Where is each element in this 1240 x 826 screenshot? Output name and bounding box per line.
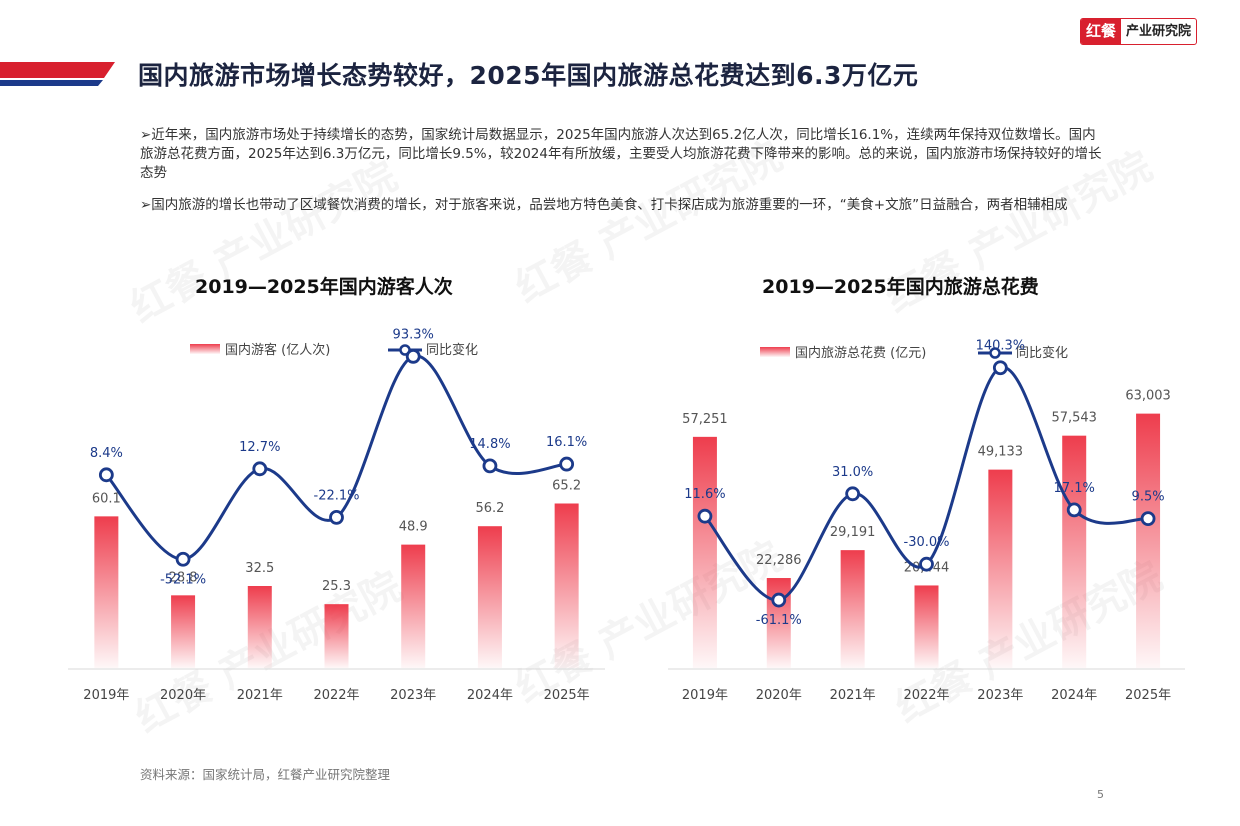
yoy-point <box>771 592 787 608</box>
x-tick-label: 2024年 <box>467 688 513 703</box>
x-tick-label: 2024年 <box>1051 688 1097 703</box>
x-tick-label: 2019年 <box>83 688 129 703</box>
x-tick-label: 2025年 <box>544 688 590 703</box>
yoy-point <box>697 508 713 524</box>
bar-value-label: 25.3 <box>322 579 351 594</box>
yoy-point <box>405 348 421 364</box>
paragraph-2: ➢国内旅游的增长也带动了区域餐饮消费的增长，对于旅客来说，品尝地方特色美食、打卡… <box>140 197 1068 213</box>
chart-spending: 国内旅游总花费 (亿元)同比变化57,25122,28629,19120,444… <box>668 339 1185 703</box>
yoy-point <box>98 467 114 483</box>
bar <box>554 503 579 668</box>
yoy-label: 8.4% <box>90 446 123 461</box>
bar-value-label: 49,133 <box>978 445 1024 460</box>
chart-title-spending: 2019—2025年国内旅游总花费 <box>762 276 1039 298</box>
x-tick-label: 2020年 <box>160 688 206 703</box>
yoy-label: 11.6% <box>684 487 725 502</box>
x-tick-label: 2020年 <box>756 688 802 703</box>
x-tick-label: 2023年 <box>390 688 436 703</box>
bar-value-label: 48.9 <box>399 520 428 535</box>
legend-line-marker <box>989 347 1001 359</box>
yoy-label: 9.5% <box>1132 490 1165 505</box>
title-ribbon <box>0 62 115 86</box>
x-tick-label: 2025年 <box>1125 688 1171 703</box>
bar <box>1136 413 1161 668</box>
bar-value-label: 57,251 <box>682 412 728 427</box>
x-tick-label: 2021年 <box>237 688 283 703</box>
yoy-point <box>329 509 344 525</box>
yoy-point <box>175 551 191 567</box>
chart-tourists: 国内游客 (亿人次) 同比变化 60.1 28.8 32.5 25.3 48.9 56.2 65… <box>68 327 605 703</box>
bar-value-label: 60.1 <box>92 491 121 506</box>
bar <box>1062 435 1087 668</box>
bar <box>692 436 717 668</box>
paragraph-1: ➢近年来，国内旅游市场处于持续增长的态势，国家统计局数据显示，2025年国内旅游… <box>140 127 1102 181</box>
yoy-label: -22.1% <box>314 488 360 503</box>
legend-line-label: 同比变化 <box>426 342 478 358</box>
yoy-label: 31.0% <box>832 465 873 480</box>
bar <box>914 585 939 668</box>
source-note: 资料来源：国家统计局，红餐产业研究院整理 <box>140 767 391 782</box>
bar <box>247 586 272 668</box>
yoy-label: 12.7% <box>239 440 280 455</box>
x-tick-label: 2019年 <box>682 688 728 703</box>
yoy-point <box>992 360 1008 376</box>
yoy-point <box>252 461 268 477</box>
yoy-point <box>1066 502 1082 518</box>
legend-bar-swatch <box>760 347 790 357</box>
logo-text: 产业研究院 <box>1126 24 1192 39</box>
yoy-label: -61.1% <box>756 613 802 628</box>
yoy-point <box>1140 511 1156 527</box>
legend-line-label: 同比变化 <box>1016 345 1068 361</box>
yoy-point <box>845 486 861 502</box>
yoy-point <box>919 556 934 572</box>
yoy-point <box>559 456 575 472</box>
legend-bar-label: 国内旅游总花费 (亿元) <box>795 345 926 361</box>
bar-value-label: 28.8 <box>169 570 198 585</box>
bar <box>477 526 502 668</box>
logo: 红餐 产业研究院 <box>1080 18 1198 45</box>
yoy-label: 140.3% <box>976 339 1026 354</box>
bar <box>401 544 426 668</box>
yoy-label: 16.1% <box>546 435 587 450</box>
x-tick-label: 2022年 <box>903 688 949 703</box>
yoy-label: -52.1% <box>160 572 206 587</box>
bar-value-label: 29,191 <box>830 525 876 540</box>
page-number: 5 <box>1097 788 1104 801</box>
yoy-label: 93.3% <box>393 327 434 342</box>
x-tick-label: 2022年 <box>313 688 359 703</box>
legend-bar-swatch <box>190 344 220 354</box>
yoy-label: 17.1% <box>1054 481 1095 496</box>
bar <box>171 595 196 668</box>
yoy-label: -30.0% <box>904 535 950 550</box>
bar <box>988 469 1013 668</box>
yoy-point <box>482 458 498 474</box>
chart-title-tourists: 2019—2025年国内游客人次 <box>195 276 453 298</box>
bar-value-label: 56.2 <box>475 501 504 516</box>
bar-value-label: 63,003 <box>1125 389 1171 404</box>
x-tick-label: 2023年 <box>977 688 1023 703</box>
page-title: 国内旅游市场增长态势较好，2025年国内旅游总花费达到6.3万亿元 <box>138 61 919 90</box>
bar <box>840 550 865 668</box>
logo-mark: 红餐 <box>1081 19 1122 44</box>
yoy-label: 14.8% <box>469 437 510 452</box>
bar-value-label: 22,286 <box>756 553 802 568</box>
bar-value-label: 65.2 <box>552 478 581 493</box>
bar-value-label: 32.5 <box>245 561 274 576</box>
legend-bar-label: 国内游客 (亿人次) <box>225 342 330 358</box>
bar <box>324 604 349 668</box>
bar <box>94 516 119 668</box>
bar-value-label: 57,543 <box>1051 411 1097 426</box>
x-tick-label: 2021年 <box>830 688 876 703</box>
